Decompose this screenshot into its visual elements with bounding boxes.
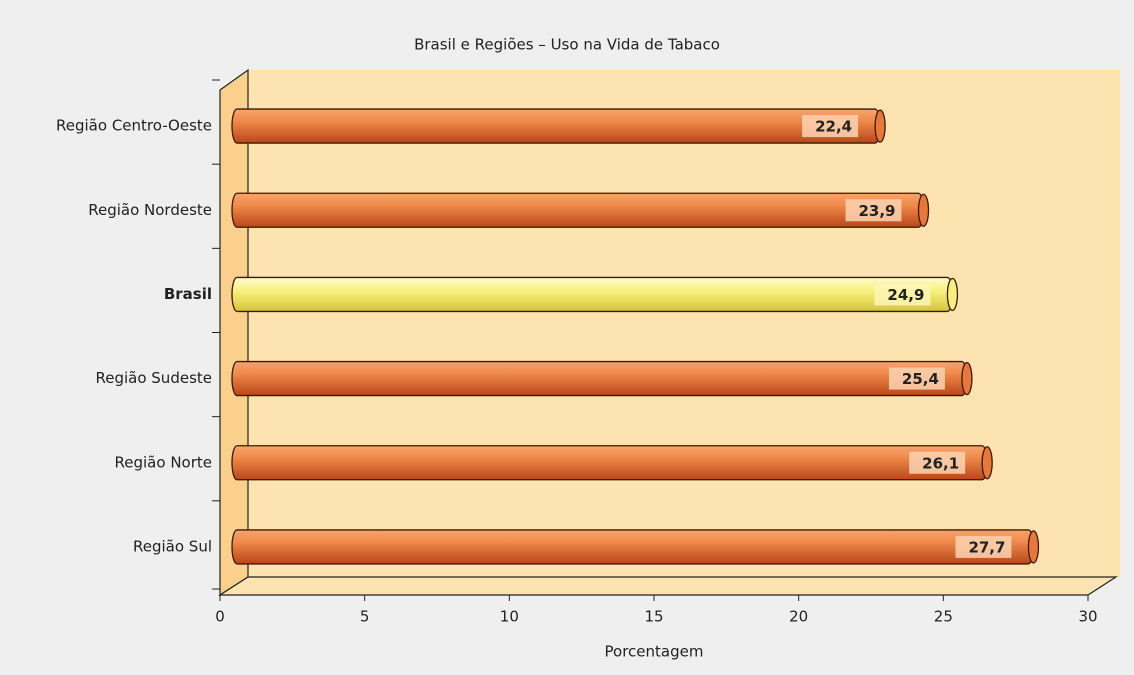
- y-tick-label: Região Norte: [115, 453, 212, 471]
- bar-cap: [981, 446, 993, 480]
- x-tick-label: 5: [360, 608, 370, 626]
- bar-cap: [961, 361, 973, 396]
- bar: [231, 360, 968, 397]
- floor: [217, 576, 1119, 596]
- value-label: 26,1: [922, 454, 959, 472]
- x-tick-label: 30: [1078, 608, 1097, 626]
- bar-cap: [946, 277, 959, 312]
- value-label: 23,9: [858, 202, 895, 220]
- y-tick-label: Região Sul: [133, 537, 212, 555]
- value-label-box: [845, 199, 902, 222]
- y-tick-label: Região Centro-Oeste: [56, 117, 212, 135]
- value-label-box: [802, 115, 859, 138]
- bar: [231, 445, 988, 481]
- value-label: 24,9: [887, 286, 924, 304]
- x-tick-label: 15: [644, 608, 663, 626]
- value-label-box: [955, 535, 1012, 558]
- value-label-box: [874, 283, 931, 306]
- x-tick-label: 25: [934, 608, 953, 626]
- bar-cap: [917, 193, 930, 227]
- back-wall: [248, 70, 1120, 577]
- bar: [231, 192, 925, 228]
- value-label-box: [909, 451, 966, 474]
- y-tick-label: Região Nordeste: [88, 201, 212, 219]
- bar-cap: [874, 109, 886, 143]
- bar: [231, 276, 954, 313]
- x-axis-label: Porcentagem: [605, 643, 704, 661]
- x-tick-label: 20: [789, 608, 808, 626]
- value-label: 25,4: [902, 370, 939, 388]
- x-tick-label: 10: [500, 608, 519, 626]
- value-label: 22,4: [815, 118, 852, 136]
- value-label-box: [888, 367, 945, 390]
- y-tick-label: Brasil: [164, 285, 212, 303]
- side-wall: [219, 68, 249, 597]
- x-tick-label: 0: [215, 608, 225, 626]
- bar: [231, 529, 1035, 565]
- chart-title: Brasil e Regiões – Uso na Vida de Tabaco: [414, 36, 720, 54]
- bar-cap: [1027, 530, 1040, 564]
- value-label: 27,7: [968, 538, 1005, 556]
- bar: [231, 108, 881, 144]
- y-tick-label: Região Sudeste: [95, 369, 212, 387]
